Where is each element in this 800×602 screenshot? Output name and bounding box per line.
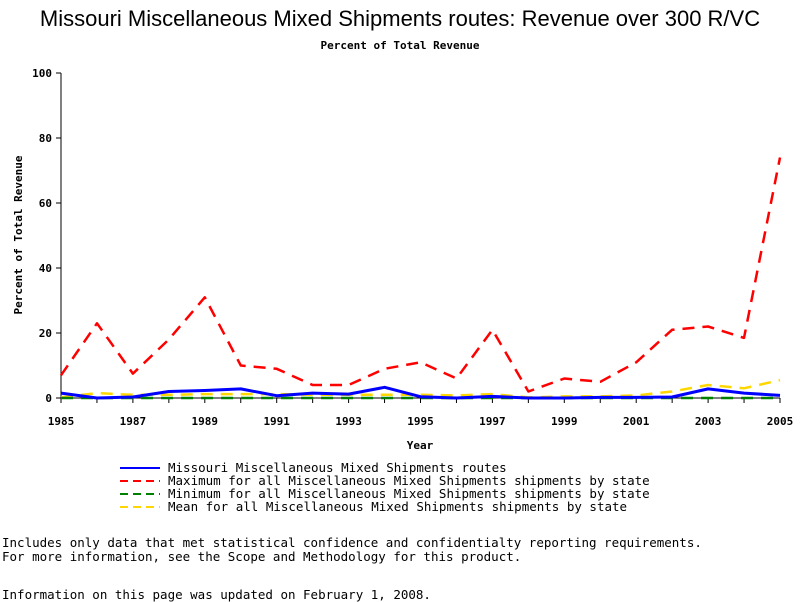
y-tick-label: 100 [32, 67, 52, 80]
x-tick-label: 1999 [551, 415, 578, 428]
x-tick-label: 2005 [767, 415, 794, 428]
x-tick-label: 1987 [120, 415, 147, 428]
y-tick-label: 40 [39, 262, 52, 275]
series-line-4 [60, 378, 781, 399]
series-line-1 [60, 385, 781, 400]
x-tick-label: 1989 [192, 415, 219, 428]
x-tick-label: 1997 [479, 415, 506, 428]
legend-label: Minimum for all Miscellaneous Mixed Ship… [168, 486, 650, 501]
chart-subtitle: Percent of Total Revenue [320, 39, 480, 52]
legend-item: Maximum for all Miscellaneous Mixed Ship… [120, 474, 650, 487]
footnotes: Includes only data that met statistical … [2, 536, 702, 564]
x-tick-label: 1985 [48, 415, 75, 428]
footnote-confidence: Includes only data that met statistical … [2, 535, 702, 550]
footnote-methodology: For more information, see the Scope and … [2, 549, 522, 564]
legend-swatch [120, 479, 160, 482]
legend-item: Missouri Miscellaneous Mixed Shipments r… [120, 461, 650, 474]
x-axis-label: Year [407, 439, 434, 452]
chart-series [59, 157, 782, 400]
x-tick-label: 2003 [695, 415, 722, 428]
series-line-2 [59, 157, 782, 393]
chart-legend: Missouri Miscellaneous Mixed Shipments r… [120, 461, 650, 513]
y-axis-label: Percent of Total Revenue [12, 155, 25, 314]
x-tick-label: 1993 [335, 415, 362, 428]
chart-axes [56, 72, 781, 403]
y-tick-label: 60 [39, 197, 52, 210]
legend-item: Minimum for all Miscellaneous Mixed Ship… [120, 487, 650, 500]
legend-label: Maximum for all Miscellaneous Mixed Ship… [168, 473, 650, 488]
legend-label: Missouri Miscellaneous Mixed Shipments r… [168, 460, 507, 475]
legend-swatch [120, 466, 160, 469]
update-notice: Information on this page was updated on … [2, 587, 431, 602]
line-chart: 0 20 40 60 80 100 1985 1987 1989 1991 1993 1995 1997… [12, 67, 793, 452]
chart-title: Missouri Miscellaneous Mixed Shipments r… [39, 6, 761, 31]
legend-item: Mean for all Miscellaneous Mixed Shipmen… [120, 500, 650, 513]
y-tick-label: 20 [39, 327, 52, 340]
x-tick-label: 2001 [623, 415, 650, 428]
y-tick-label: 0 [45, 392, 52, 405]
chart-tick-labels: 0 20 40 60 80 100 1985 1987 1989 1991 1993 1995 1997… [32, 67, 793, 428]
y-tick-label: 80 [39, 132, 52, 145]
legend-label: Mean for all Miscellaneous Mixed Shipmen… [168, 499, 628, 514]
legend-swatch [120, 492, 160, 495]
x-tick-label: 1991 [263, 415, 290, 428]
x-tick-label: 1995 [407, 415, 434, 428]
legend-swatch [120, 505, 160, 508]
